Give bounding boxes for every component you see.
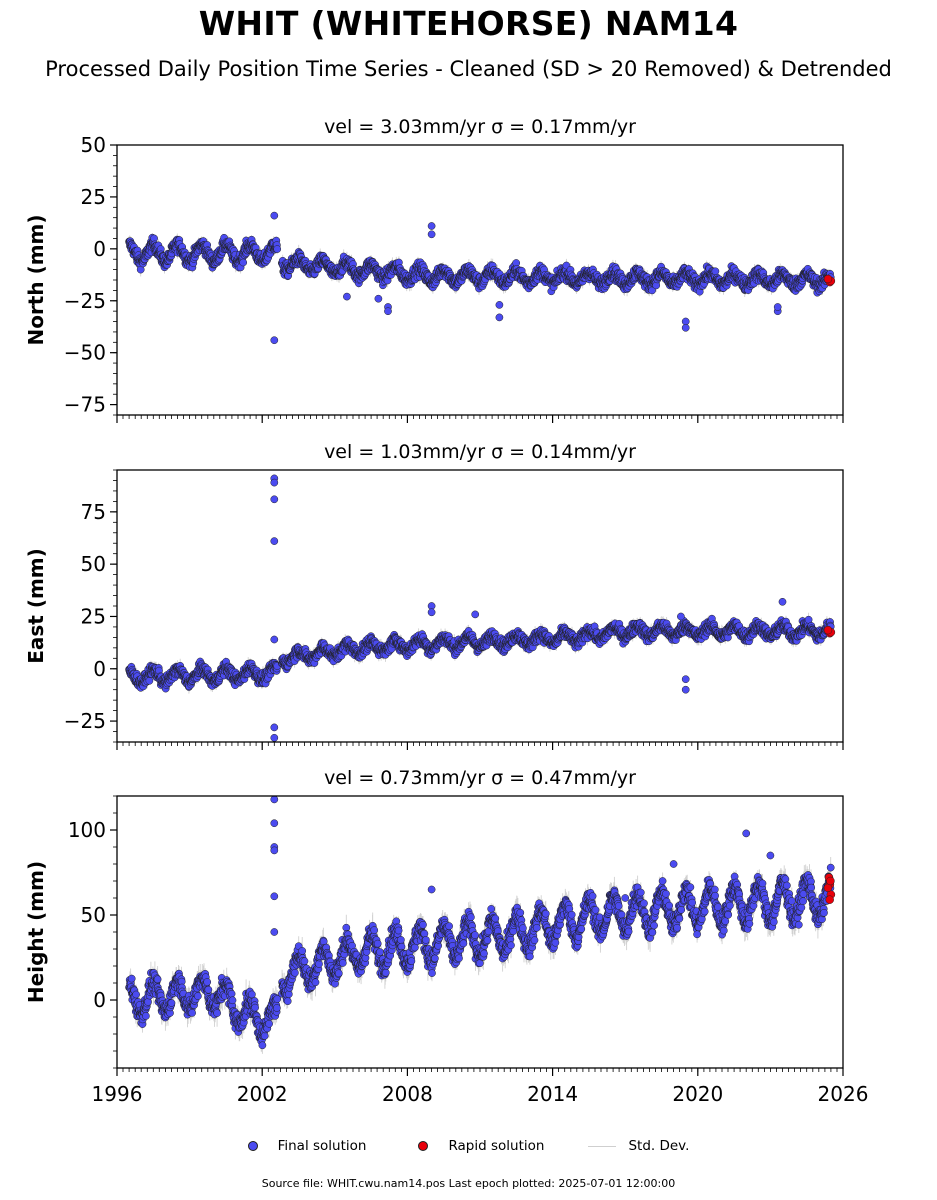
final-point xyxy=(270,336,279,345)
panel-3: vel = 0.73mm/yr σ = 0.47mm/yr Height (mm)… xyxy=(24,767,868,1106)
rapid-point xyxy=(823,274,833,284)
final-point xyxy=(270,723,279,732)
final-point xyxy=(495,301,504,309)
final-point xyxy=(384,307,392,316)
final-point xyxy=(677,612,685,621)
y-tick-label: 75 xyxy=(81,500,106,524)
y-tick-label: 25 xyxy=(81,185,106,209)
final-point xyxy=(427,222,436,230)
final-point xyxy=(427,230,436,239)
rapid-solution-series xyxy=(823,274,836,287)
final-point xyxy=(471,610,480,619)
y-tick-label: 50 xyxy=(81,133,106,157)
final-solution-series xyxy=(125,796,835,1050)
final-point xyxy=(270,478,279,487)
final-point xyxy=(270,495,279,504)
x-minor-ticks xyxy=(116,742,844,746)
final-point xyxy=(778,597,787,606)
final-point xyxy=(270,733,279,742)
final-point xyxy=(127,974,136,983)
plot-area xyxy=(125,211,836,345)
y-tick-label: −25 xyxy=(64,709,106,733)
panel-title: vel = 1.03mm/yr σ = 0.14mm/yr xyxy=(324,441,636,463)
final-point xyxy=(495,313,504,322)
panel-1: vel = 3.03mm/yr σ = 0.17mm/yr North (mm) 5… xyxy=(24,116,844,423)
final-point xyxy=(711,267,720,276)
y-axis-label: Height (mm) xyxy=(24,861,48,1003)
rapid-point xyxy=(823,625,833,635)
panel-2: vel = 1.03mm/yr σ = 0.14mm/yr East (mm) 75… xyxy=(24,441,844,750)
final-point xyxy=(681,675,690,684)
chart-subtitle: Processed Daily Position Time Series - C… xyxy=(45,57,892,81)
final-point xyxy=(270,537,279,545)
final-point xyxy=(427,608,436,617)
panel-title: vel = 0.73mm/yr σ = 0.47mm/yr xyxy=(324,767,636,789)
final-point xyxy=(270,635,279,644)
axes-frame xyxy=(116,469,844,743)
y-tick-label: −25 xyxy=(64,289,106,313)
y-tick-label: 50 xyxy=(81,552,106,576)
x-minor-ticks xyxy=(116,415,844,419)
plot-area xyxy=(125,796,836,1054)
y-tick-label: −50 xyxy=(64,341,106,365)
final-point xyxy=(273,245,282,253)
final-solution-series xyxy=(125,211,835,345)
final-point xyxy=(681,323,690,332)
y-axis-label: East (mm) xyxy=(24,548,48,664)
final-point xyxy=(681,685,690,694)
final-point xyxy=(773,303,782,311)
final-point xyxy=(374,294,383,303)
y-tick-label: −75 xyxy=(64,393,106,417)
final-point xyxy=(239,258,248,267)
final-point xyxy=(132,990,140,999)
y-axis-label: North (mm) xyxy=(24,214,48,345)
final-point xyxy=(145,676,154,685)
y-tick-label: 25 xyxy=(81,604,106,628)
final-solution-series xyxy=(125,474,835,742)
y-tick-label: 0 xyxy=(93,657,106,681)
final-point xyxy=(270,211,279,220)
y-tick-label: 0 xyxy=(93,237,106,261)
final-point xyxy=(343,292,351,301)
plot-area xyxy=(125,474,836,742)
panel-title: vel = 3.03mm/yr σ = 0.17mm/yr xyxy=(324,116,636,138)
chart-title: WHIT (WHITEHORSE) NAM14 xyxy=(198,4,739,43)
